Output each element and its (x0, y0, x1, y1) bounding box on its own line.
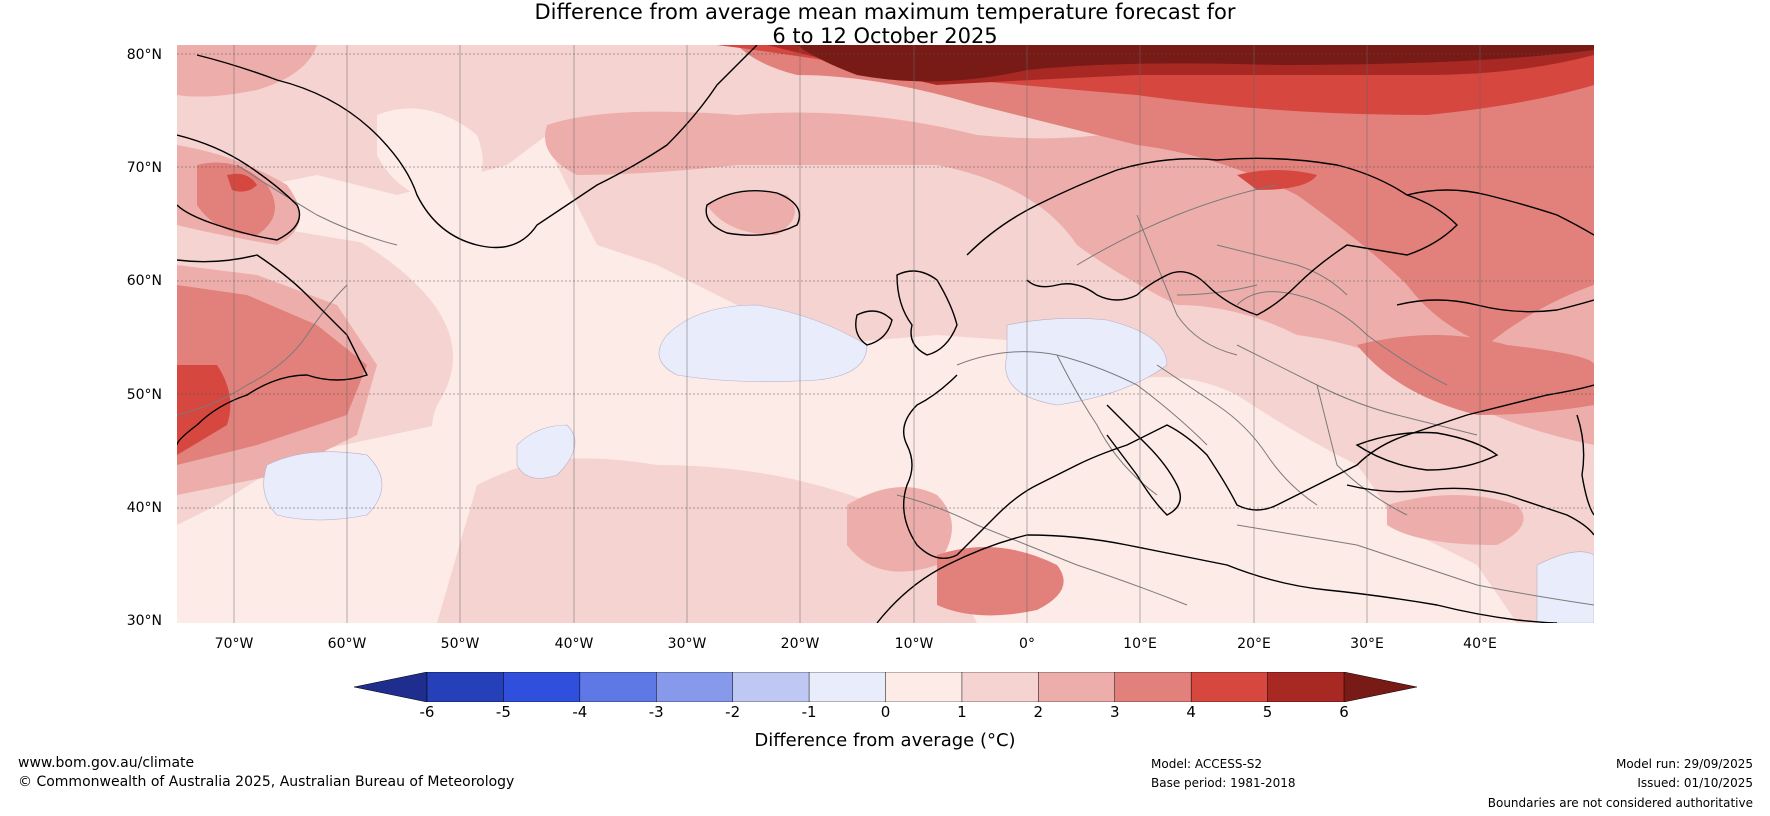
colorbar-swatch (1190, 671, 1269, 703)
colorbar-swatches (353, 671, 1418, 703)
colorbar-tick-label: -2 (725, 703, 741, 721)
colorbar-swatch (732, 671, 810, 703)
lon-label: 0° (1019, 636, 1035, 652)
colorbar-tick-label: -1 (801, 703, 817, 721)
title-line-2: 6 to 12 October 2025 (772, 24, 998, 48)
issued-date: Issued: 01/10/2025 (1637, 776, 1753, 790)
lat-label: 80°N (126, 47, 162, 63)
colorbar-swatch (656, 671, 734, 703)
anomaly-negative-layer (263, 304, 1594, 623)
colorbar-tick-label: 1 (957, 703, 967, 721)
base-period: Base period: 1981-2018 (1151, 776, 1296, 790)
colorbar-tick-label: 3 (1109, 703, 1120, 721)
coastlines (177, 45, 1594, 623)
graticule (177, 53, 1594, 509)
colorbar-tick-label: 5 (1262, 703, 1273, 721)
lon-label: 10°E (1123, 636, 1157, 652)
anomaly-0-1-layer (307, 108, 1417, 623)
colorbar-extension-high (1343, 671, 1418, 703)
colorbar-swatch (426, 671, 505, 703)
colorbar-swatch (1267, 671, 1345, 703)
colorbar-swatch (1038, 671, 1116, 703)
colorbar-swatch (808, 671, 887, 703)
chart-title: Difference from average mean maximum tem… (0, 0, 1770, 48)
lat-label: 50°N (126, 387, 162, 403)
colorbar-swatch (503, 671, 581, 703)
lon-label: 60°W (327, 636, 367, 652)
colorbar-swatch (579, 671, 657, 703)
colorbar-tick-label: -4 (572, 703, 588, 721)
lon-label: 20°E (1237, 636, 1271, 652)
colorbar-tick-label: -3 (648, 703, 664, 721)
country-borders (177, 164, 1594, 606)
map-canvas (177, 45, 1594, 623)
lon-label: 30°W (667, 636, 707, 652)
lat-label: 70°N (126, 160, 162, 176)
colorbar-tick-label: -6 (419, 703, 435, 721)
copyright-text: © Commonwealth of Australia 2025, Austra… (18, 774, 515, 790)
colorbar-tick-label: 2 (1033, 703, 1044, 721)
lat-label: 30°N (126, 613, 162, 629)
boundary-disclaimer: Boundaries are not considered authoritat… (1487, 796, 1753, 810)
colorbar (353, 671, 1418, 703)
meridians (233, 45, 1481, 623)
lon-label: 40°E (1463, 636, 1497, 652)
lon-label: 40°W (554, 636, 594, 652)
colorbar-label: Difference from average (°C) (754, 730, 1016, 751)
forecast-map (177, 45, 1594, 623)
lat-label: 60°N (126, 273, 162, 289)
model-run-date: Model run: 29/09/2025 (1615, 757, 1753, 771)
colorbar-tick-label: 0 (880, 703, 891, 721)
lat-label: 40°N (126, 500, 162, 516)
colorbar-swatch (885, 671, 963, 703)
colorbar-swatch (961, 671, 1040, 703)
lon-label: 20°W (780, 636, 820, 652)
colorbar-swatch (1114, 671, 1192, 703)
title-line-1: Difference from average mean maximum tem… (534, 0, 1236, 24)
website-link[interactable]: www.bom.gov.au/climate (18, 755, 195, 771)
model-name: Model: ACCESS-S2 (1151, 757, 1263, 771)
lon-label: 30°E (1350, 636, 1384, 652)
colorbar-tick-label: 4 (1186, 703, 1196, 721)
colorbar-tick-label: -5 (495, 703, 511, 721)
colorbar-tick-label: 6 (1339, 703, 1349, 721)
lon-label: 10°W (894, 636, 934, 652)
lon-label: 70°W (214, 636, 254, 652)
lon-label: 50°W (440, 636, 480, 652)
colorbar-extension-low (353, 671, 428, 703)
